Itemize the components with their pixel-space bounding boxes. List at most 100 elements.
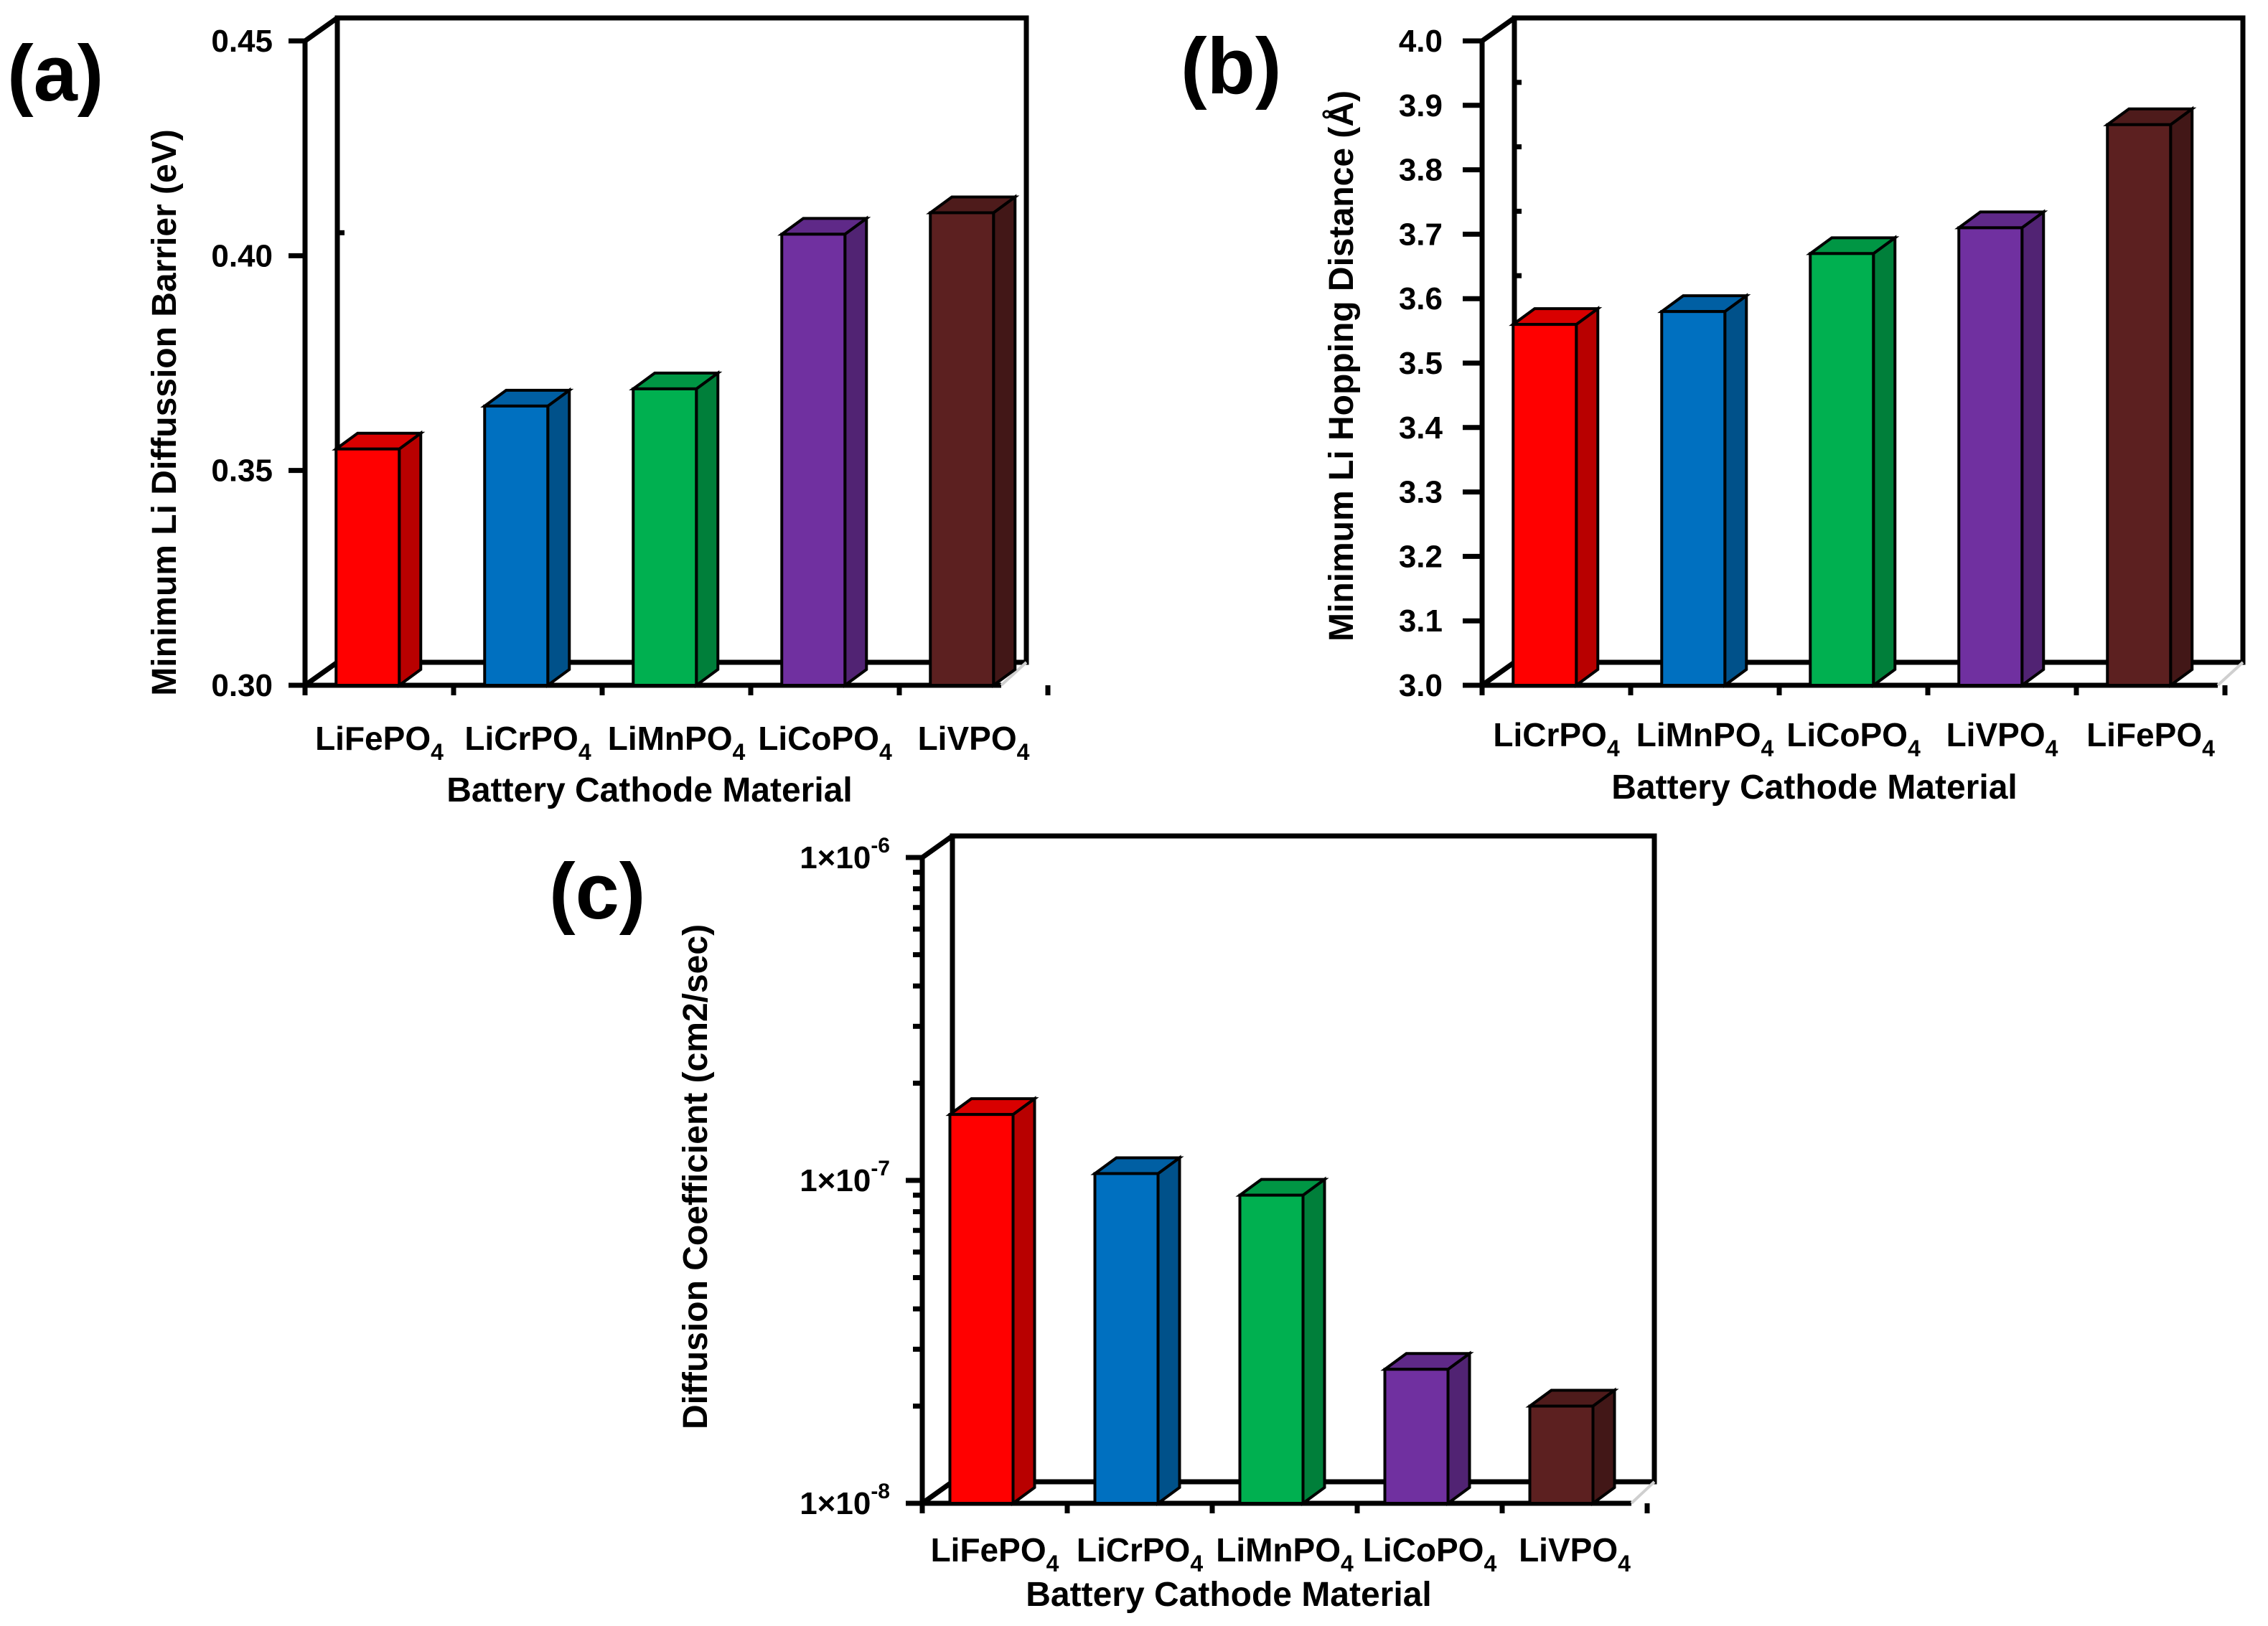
floor-left-edge-b (1480, 660, 1517, 687)
bar-c-2 (1090, 1155, 1184, 1506)
y-tick-label-a: 0.40 (211, 238, 273, 273)
category-label-a-2: LiCrPO4 (464, 720, 591, 765)
bar-a-5 (926, 194, 1020, 688)
floor-right-edge-c (1630, 1480, 1656, 1505)
panel-label-a: (a) (7, 29, 103, 118)
bar-front-face (334, 447, 401, 687)
bar-b-1 (1509, 306, 1603, 688)
category-label-c-4: LiCoPO4 (1363, 1531, 1497, 1576)
bar-a-4 (777, 215, 871, 688)
category-label-b-4: LiVPO4 (1946, 716, 2058, 761)
bar-a-1 (332, 430, 426, 688)
y-tick-label-b: 3.4 (1399, 410, 1443, 446)
category-label-a-1: LiFePO4 (315, 720, 444, 765)
x-axis-title-b: Battery Cathode Material (1611, 769, 2017, 807)
y-axis-title-a: Minimum Li Diffussion Barrier (eV) (146, 129, 184, 695)
bar-b-4 (1954, 209, 2048, 688)
y-tick-label-b: 3.9 (1399, 88, 1443, 123)
y-tick-label-b: 3.1 (1399, 603, 1443, 639)
y-tick-label-c: 1×10-7 (800, 1157, 890, 1198)
category-label-c-1: LiFePO4 (931, 1531, 1059, 1576)
category-label-b-5: LiFePO4 (2086, 716, 2215, 761)
category-label-c-5: LiVPO4 (1519, 1531, 1631, 1576)
x-axis-title-a: Battery Cathode Material (446, 771, 852, 809)
y-tick-label-b: 3.0 (1399, 668, 1443, 703)
bar-front-face (929, 211, 995, 687)
bar-side-face (2169, 105, 2194, 688)
y-tick-label-a: 0.45 (211, 24, 273, 59)
floor-left-edge-c (920, 1480, 955, 1505)
bar-c-4 (1380, 1350, 1474, 1506)
panel-label-c: (c) (549, 847, 645, 936)
chart-panel-b: (b) 3.0 3.1 3.2 3.3 3.4 3.5 3.6 3.7 3.8 3.9 4.0 LiC… (1181, 15, 2246, 807)
bar-b-2 (1657, 293, 1751, 688)
bar-side-face (1301, 1176, 1326, 1506)
bar-a-2 (480, 387, 574, 688)
bar-front-face (632, 387, 698, 687)
category-label-b-1: LiCrPO4 (1493, 716, 1619, 761)
bar-side-face (1591, 1387, 1616, 1506)
bar-front-face (780, 232, 847, 687)
y-tick-label-b: 3.6 (1399, 281, 1443, 316)
y-tick-label-b: 3.8 (1399, 153, 1443, 188)
y-tick-label-b: 3.5 (1399, 346, 1443, 381)
y-axis-title-b: Minimum Li Hopping Distance (Å) (1322, 90, 1361, 642)
category-label-a-4: LiCoPO4 (758, 720, 892, 765)
plot-area-b: 3.0 3.1 3.2 3.3 3.4 3.5 3.6 3.7 3.8 3.9 4.0 LiCrPO4… (1399, 15, 2246, 761)
bar-side-face (1723, 293, 1748, 688)
bar-front-face (1809, 252, 1875, 687)
category-label-a-5: LiVPO4 (918, 720, 1030, 765)
bar-front-face (1383, 1368, 1450, 1505)
bar-side-face (546, 387, 571, 688)
bar-front-face (2106, 123, 2173, 687)
bar-side-face (2020, 209, 2046, 688)
bar-a-3 (629, 370, 723, 688)
bar-b-5 (2103, 105, 2197, 688)
y-tick-label-a: 0.30 (211, 668, 273, 703)
y-tick-label-b: 3.3 (1399, 475, 1443, 510)
y-tick-label-b: 3.2 (1399, 539, 1443, 574)
bar-front-face (1512, 323, 1578, 687)
y-tick-label-c: 1×10-6 (800, 834, 890, 875)
bar-side-face (992, 194, 1017, 688)
category-label-c-2: LiCrPO4 (1077, 1531, 1203, 1576)
y-tick-label-b: 3.7 (1399, 217, 1443, 252)
bar-c-1 (945, 1096, 1039, 1506)
y-tick-label-c: 1×10-8 (800, 1480, 890, 1521)
floor-right-edge-a (1000, 661, 1028, 687)
bar-front-face (1957, 226, 2024, 687)
plot-area-a: 0.30 0.35 0.40 0.45 LiFePO4 LiCrPO4 LiMnPO4 LiC… (211, 15, 1051, 765)
floor-right-edge-b (2216, 661, 2244, 687)
category-label-b-3: LiCoPO4 (1786, 716, 1921, 761)
bar-front-face (1660, 310, 1727, 687)
y-axis-title-c: Diffusion Coefficient (cm2/sec) (677, 924, 715, 1429)
y-axis-top-edge-c (920, 834, 955, 860)
y-tick-label-b: 4.0 (1399, 24, 1443, 59)
y-axis-top-edge-a (303, 16, 339, 43)
bar-side-face (1156, 1155, 1181, 1506)
y-tick-label-a: 0.35 (211, 454, 273, 489)
bar-c-5 (1525, 1387, 1619, 1506)
floor-left-edge-a (303, 660, 339, 687)
category-label-c-3: LiMnPO4 (1216, 1531, 1354, 1576)
bar-front-face (1093, 1172, 1160, 1505)
bar-side-face (398, 430, 423, 688)
x-axis-title-c: Battery Cathode Material (1026, 1576, 1431, 1614)
chart-panel-a: (a) 0.30 0.35 0.40 0.45 LiFePO4 LiCrPO4 LiMnPO… (7, 15, 1051, 809)
bar-side-face (1575, 306, 1600, 688)
y-axis-top-edge-b (1480, 16, 1517, 43)
bar-side-face (1872, 235, 1897, 688)
bar-front-face (1238, 1193, 1305, 1505)
bar-front-face (483, 404, 550, 687)
bar-front-face (1528, 1404, 1595, 1505)
bar-b-3 (1806, 235, 1900, 688)
category-label-b-2: LiMnPO4 (1636, 716, 1774, 761)
bar-side-face (1011, 1096, 1036, 1506)
chart-panel-c: (c) 1×10-8 1×10-7 1×10-6 LiFePO4 LiCrPO4 LiMn… (549, 833, 1657, 1614)
bar-side-face (695, 370, 720, 688)
bar-side-face (1446, 1350, 1471, 1506)
bar-side-face (843, 215, 868, 688)
bar-front-face (948, 1113, 1015, 1505)
